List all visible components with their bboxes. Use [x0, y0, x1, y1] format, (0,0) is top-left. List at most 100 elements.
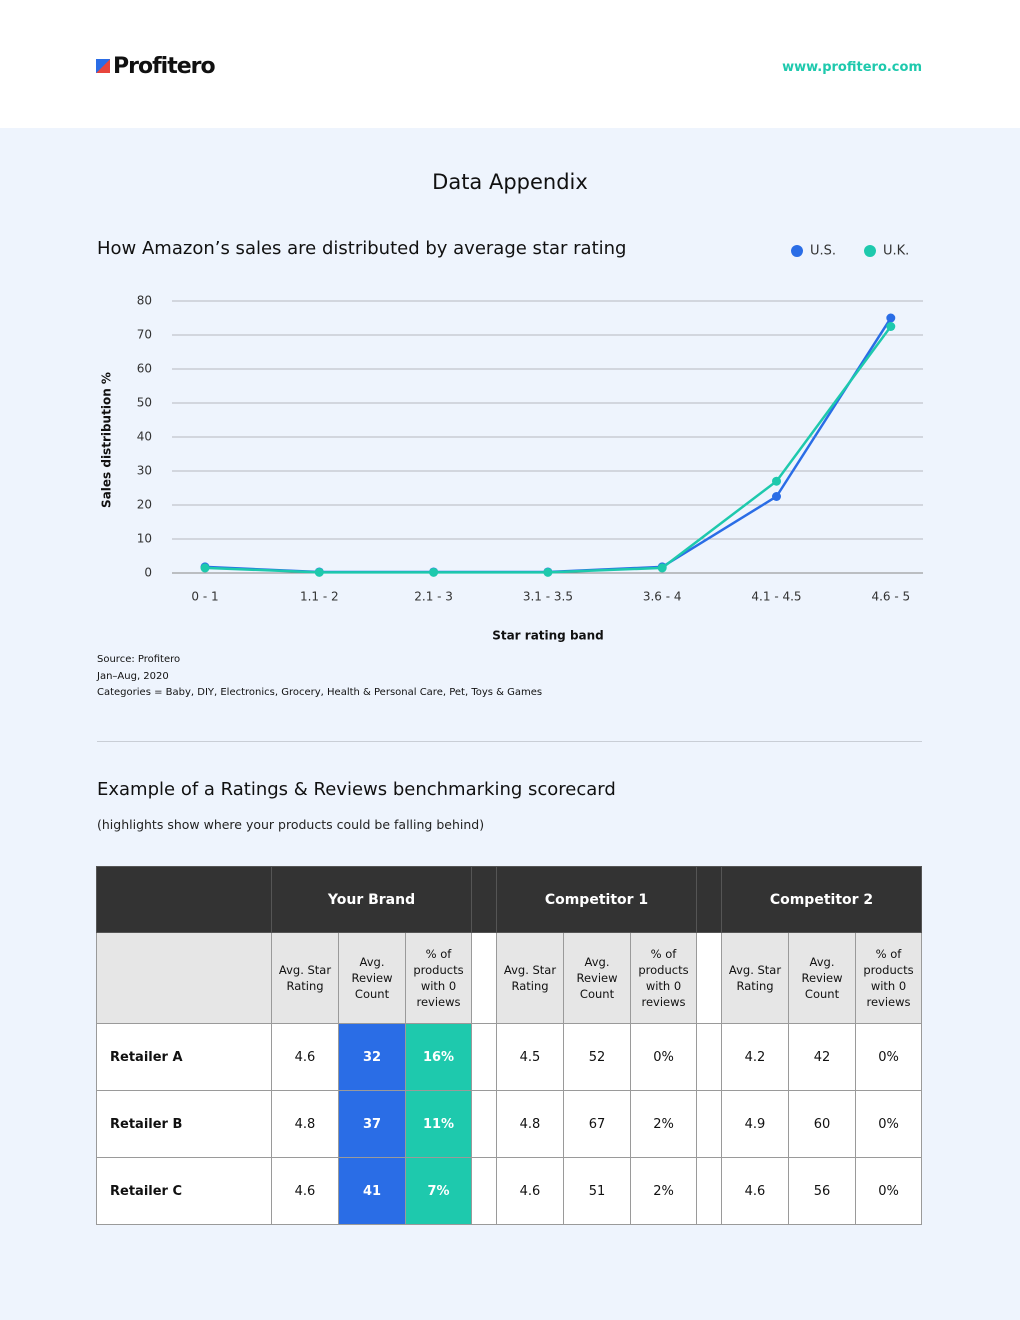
legend-swatch [791, 245, 803, 257]
gap [696, 1090, 722, 1158]
scorecard-table: Your Brand Competitor 1 Competitor 2 Avg. S… [96, 866, 922, 1225]
table-cell: 60 [788, 1090, 856, 1158]
gap [471, 1157, 497, 1225]
x-tick-label: 3.1 - 3.5 [523, 590, 573, 604]
table-row: Your Brand Competitor 1 Competitor 2 [96, 866, 922, 933]
chart-title: How Amazon’s sales are distributed by av… [97, 238, 626, 259]
legend-label: U.K. [883, 244, 909, 259]
data-point [886, 322, 896, 331]
table-cell: 2% [630, 1090, 697, 1158]
column-header: Avg. Star Rating [271, 932, 339, 1024]
table-cell: 4.9 [721, 1090, 789, 1158]
x-axis-label: Star rating band [492, 629, 604, 643]
column-header: Avg. Review Count [788, 932, 856, 1024]
gap [696, 1023, 722, 1091]
header-bar: Profitero www.profitero.com [0, 0, 1020, 128]
column-header: % of products with 0 reviews [405, 932, 472, 1024]
row-label: Retailer B [96, 1090, 272, 1158]
column-header: Avg. Star Rating [721, 932, 789, 1024]
table-cell: 51 [563, 1157, 631, 1225]
row-label: Retailer A [96, 1023, 272, 1091]
table-cell: 0% [630, 1023, 697, 1091]
y-tick-label: 70 [137, 328, 152, 342]
scorecard-subtitle: (highlights show where your products cou… [97, 817, 485, 832]
y-tick-label: 30 [137, 464, 152, 478]
x-tick-label: 2.1 - 3 [414, 590, 453, 604]
table-cell: 67 [563, 1090, 631, 1158]
table-row: Retailer A 4.6 32 16% 4.5 52 0% 4.2 42 0% [96, 1023, 922, 1091]
data-point [314, 567, 324, 577]
gap [471, 1023, 497, 1091]
x-tick-label: 1.1 - 2 [300, 590, 339, 604]
scorecard-title: Example of a Ratings & Reviews benchmark… [97, 779, 616, 800]
y-tick-label: 0 [144, 566, 152, 580]
y-tick-label: 60 [137, 362, 152, 376]
data-point [772, 476, 781, 486]
table-cell: 7% [405, 1157, 472, 1225]
table-cell: 56 [788, 1157, 856, 1225]
table-cell: 11% [405, 1090, 472, 1158]
column-header: % of products with 0 reviews [855, 932, 922, 1024]
gap [696, 866, 722, 933]
table-cell: 37 [338, 1090, 406, 1158]
legend-label: U.S. [810, 244, 836, 259]
note: Source: Profitero [97, 654, 181, 665]
x-tick-label: 4.1 - 4.5 [751, 590, 801, 604]
column-header: Avg. Star Rating [496, 932, 564, 1024]
divider [97, 741, 922, 742]
series-line [204, 317, 892, 574]
table-cell: 4.8 [496, 1090, 564, 1158]
y-tick-label: 50 [137, 396, 152, 410]
table-cell: 16% [405, 1023, 472, 1091]
data-point [772, 492, 781, 501]
group-header: Your Brand [271, 866, 472, 933]
url[interactable]: www.profitero.com [782, 60, 922, 75]
corner [96, 932, 272, 1024]
table-cell: 0% [855, 1157, 922, 1225]
row-label: Retailer C [96, 1157, 272, 1225]
gap [471, 1090, 497, 1158]
data-point [543, 567, 553, 577]
y-tick-label: 80 [137, 294, 152, 308]
data-point [429, 567, 439, 577]
table-cell: 4.6 [496, 1157, 564, 1225]
gap [471, 932, 497, 1024]
legend-swatch [864, 245, 876, 257]
gap [696, 932, 722, 1024]
table-cell: 4.2 [721, 1023, 789, 1091]
table-row: Retailer B 4.8 37 11% 4.8 67 2% 4.9 60 0% [96, 1090, 922, 1158]
y-tick-label: 10 [137, 532, 152, 546]
gap [471, 866, 497, 933]
note: Jan–Aug, 2020 [97, 670, 169, 682]
y-axis-label: Sales distribution % [100, 372, 114, 508]
table-cell: 4.5 [496, 1023, 564, 1091]
table-cell: 4.6 [271, 1023, 339, 1091]
series-line [204, 325, 892, 574]
logo-text: Profitero [113, 54, 216, 79]
table-cell: 42 [788, 1023, 856, 1091]
table-cell: 0% [855, 1090, 922, 1158]
corner [96, 866, 272, 933]
table-cell: 41 [338, 1157, 406, 1225]
data-point [886, 313, 896, 323]
logo: Profitero [96, 54, 216, 79]
data-point [657, 563, 667, 573]
group-header: Competitor 2 [721, 866, 922, 933]
group-header: Competitor 1 [496, 866, 697, 933]
x-tick-label: 0 - 1 [191, 590, 218, 604]
table-cell: 52 [563, 1023, 631, 1091]
table-row: Avg. Star Rating Avg. Review Count% of pr… [96, 932, 922, 1024]
table-cell: 2% [630, 1157, 697, 1225]
page-title: Data Appendix [432, 170, 588, 194]
column-header: Avg. Review Count [338, 932, 406, 1024]
table-cell: 4.8 [271, 1090, 339, 1158]
table-cell: 32 [338, 1023, 406, 1091]
data-point [200, 563, 210, 573]
table-row: Retailer C 4.6 41 7% 4.6 51 2% 4.6 56 0% [96, 1157, 922, 1225]
x-tick-label: 3.6 - 4 [643, 590, 682, 604]
table-cell: 0% [855, 1023, 922, 1091]
column-header: Avg. Review Count [563, 932, 631, 1024]
x-tick-label: 4.6 - 5 [871, 590, 910, 604]
table-cell: 4.6 [271, 1157, 339, 1225]
